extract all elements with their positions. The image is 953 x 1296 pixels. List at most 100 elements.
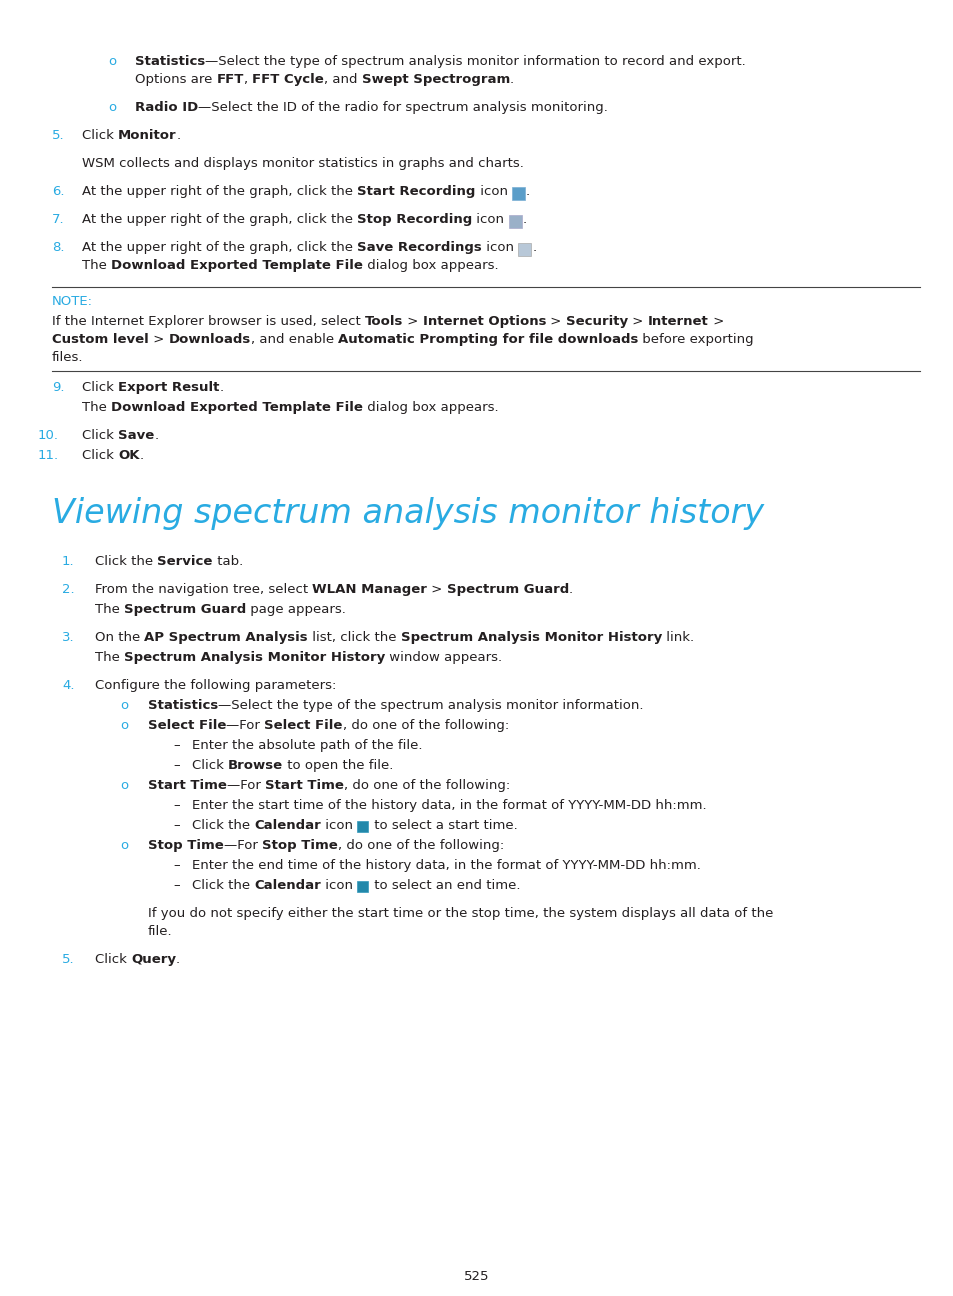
Text: Save Recordings: Save Recordings — [356, 241, 481, 254]
Text: –: – — [172, 879, 179, 892]
Text: icon: icon — [321, 879, 357, 892]
Text: Start Recording: Start Recording — [356, 185, 476, 198]
Text: Calendar: Calendar — [254, 819, 321, 832]
Text: 5.: 5. — [62, 953, 74, 966]
Text: –: – — [172, 819, 179, 832]
Text: to select an end time.: to select an end time. — [370, 879, 520, 892]
Text: Internet: Internet — [647, 315, 708, 328]
Text: Spectrum Guard: Spectrum Guard — [446, 583, 569, 596]
Text: —Select the ID of the radio for spectrum analysis monitoring.: —Select the ID of the radio for spectrum… — [198, 101, 607, 114]
Text: Stop Time: Stop Time — [148, 839, 224, 851]
Text: Security: Security — [565, 315, 628, 328]
Text: Options are: Options are — [135, 73, 216, 86]
Text: At the upper right of the graph, click the: At the upper right of the graph, click t… — [82, 185, 356, 198]
FancyBboxPatch shape — [512, 187, 524, 200]
Text: >: > — [403, 315, 422, 328]
Text: icon: icon — [321, 819, 357, 832]
Text: Download Exported Template File: Download Exported Template File — [111, 400, 363, 413]
Text: Custom level: Custom level — [52, 333, 149, 346]
Text: Click: Click — [192, 759, 228, 772]
Text: window appears.: window appears. — [385, 651, 502, 664]
Text: .: . — [532, 241, 536, 254]
FancyBboxPatch shape — [517, 244, 531, 257]
Text: Enter the start time of the history data, in the format of YYYY-MM-DD hh:mm.: Enter the start time of the history data… — [192, 800, 706, 813]
Text: Export Result: Export Result — [118, 381, 219, 394]
Text: , do one of the following:: , do one of the following: — [337, 839, 503, 851]
Text: AP Spectrum Analysis: AP Spectrum Analysis — [144, 631, 308, 644]
Text: , do one of the following:: , do one of the following: — [343, 779, 510, 792]
Text: dialog box appears.: dialog box appears. — [363, 259, 498, 272]
Text: —Select the type of spectrum analysis monitor information to record and export.: —Select the type of spectrum analysis mo… — [205, 54, 745, 67]
Text: , and enable: , and enable — [251, 333, 337, 346]
Text: link.: link. — [661, 631, 694, 644]
Text: files.: files. — [52, 351, 84, 364]
Text: Select File: Select File — [264, 719, 342, 732]
Text: The: The — [95, 651, 124, 664]
FancyBboxPatch shape — [357, 881, 368, 892]
Text: Stop Recording: Stop Recording — [356, 213, 472, 226]
Text: ,: , — [244, 73, 253, 86]
Text: tab.: tab. — [213, 555, 243, 568]
Text: –: – — [172, 859, 179, 872]
Text: —For: —For — [224, 839, 262, 851]
Text: o: o — [120, 779, 128, 792]
Text: At the upper right of the graph, click the: At the upper right of the graph, click t… — [82, 241, 356, 254]
Text: >: > — [628, 315, 647, 328]
Text: >: > — [708, 315, 723, 328]
Text: to open the file.: to open the file. — [283, 759, 394, 772]
Text: icon: icon — [476, 185, 512, 198]
Text: >: > — [427, 583, 446, 596]
Text: The: The — [82, 400, 111, 413]
Text: Spectrum Analysis Monitor History: Spectrum Analysis Monitor History — [124, 651, 385, 664]
Text: The: The — [95, 603, 124, 616]
Text: Start Time: Start Time — [148, 779, 227, 792]
Text: Browse: Browse — [228, 759, 283, 772]
Text: .: . — [176, 953, 180, 966]
Text: –: – — [172, 800, 179, 813]
Text: Enter the end time of the history data, in the format of YYYY-MM-DD hh:mm.: Enter the end time of the history data, … — [192, 859, 700, 872]
Text: 1.: 1. — [62, 555, 74, 568]
Text: Click the: Click the — [192, 879, 254, 892]
Text: Internet Options: Internet Options — [422, 315, 546, 328]
Text: Click: Click — [95, 953, 131, 966]
Text: OK: OK — [118, 448, 139, 461]
Text: The: The — [82, 259, 111, 272]
Text: —Select the type of the spectrum analysis monitor information.: —Select the type of the spectrum analysi… — [218, 699, 643, 712]
Text: 2.: 2. — [62, 583, 74, 596]
Text: Spectrum Analysis Monitor History: Spectrum Analysis Monitor History — [400, 631, 661, 644]
Text: WSM collects and displays monitor statistics in graphs and charts.: WSM collects and displays monitor statis… — [82, 157, 523, 170]
Text: Configure the following parameters:: Configure the following parameters: — [95, 679, 336, 692]
Text: Statistics: Statistics — [148, 699, 218, 712]
Text: .: . — [219, 381, 223, 394]
Text: 8.: 8. — [52, 241, 65, 254]
Text: Click: Click — [82, 429, 118, 442]
Text: o: o — [108, 101, 116, 114]
Text: 11.: 11. — [38, 448, 59, 461]
FancyBboxPatch shape — [357, 820, 368, 832]
Text: .: . — [569, 583, 573, 596]
Text: Radio ID: Radio ID — [135, 101, 198, 114]
Text: Swept Spectrogram: Swept Spectrogram — [361, 73, 510, 86]
Text: 3.: 3. — [62, 631, 74, 644]
Text: 7.: 7. — [52, 213, 65, 226]
FancyBboxPatch shape — [508, 215, 521, 228]
Text: .: . — [522, 213, 526, 226]
Text: o: o — [120, 839, 128, 851]
Text: >: > — [546, 315, 565, 328]
Text: page appears.: page appears. — [246, 603, 346, 616]
Text: Service: Service — [157, 555, 213, 568]
Text: o: o — [120, 699, 128, 712]
Text: to select a start time.: to select a start time. — [370, 819, 517, 832]
Text: Save: Save — [118, 429, 154, 442]
Text: —For: —For — [227, 779, 265, 792]
Text: o: o — [108, 54, 116, 67]
Text: –: – — [172, 739, 179, 752]
Text: o: o — [120, 719, 128, 732]
Text: 5.: 5. — [52, 130, 65, 143]
Text: icon: icon — [481, 241, 517, 254]
Text: Click: Click — [82, 130, 118, 143]
Text: , and: , and — [324, 73, 361, 86]
Text: Download Exported Template File: Download Exported Template File — [111, 259, 363, 272]
Text: 6.: 6. — [52, 185, 65, 198]
Text: Tools: Tools — [365, 315, 403, 328]
